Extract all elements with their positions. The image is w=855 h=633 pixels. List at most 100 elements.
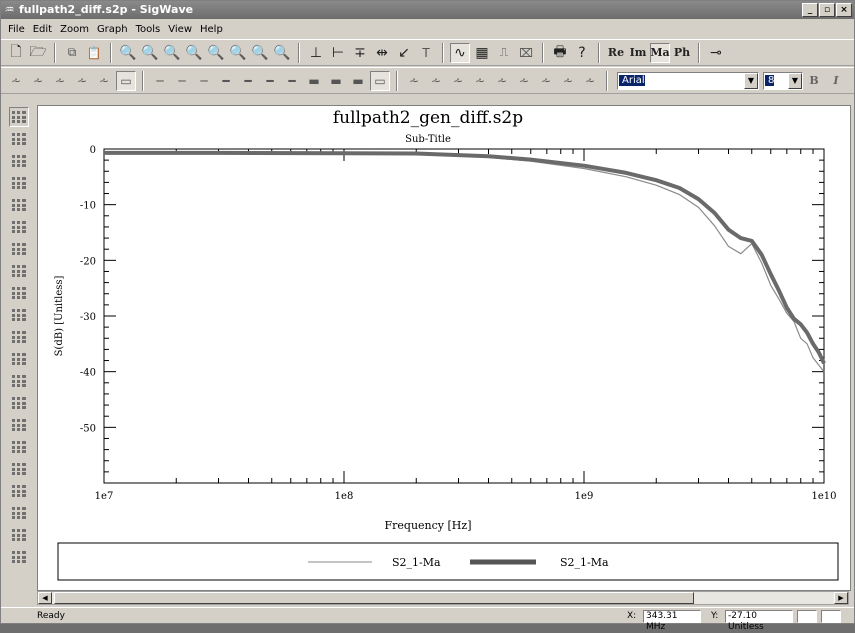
paste-icon[interactable]: 📋 [86, 45, 102, 60]
maximize-button[interactable]: ▫ [819, 3, 835, 17]
chart-area[interactable]: fullpath2_gen_diff.s2p Sub-Title 0 -10 -20… [37, 105, 851, 591]
line-style-1-icon[interactable]: ⩪ [10, 73, 22, 88]
horizontal-scrollbar[interactable]: ◀ ▶ [37, 591, 849, 605]
marker-style-4-icon[interactable]: ⩪ [474, 73, 486, 88]
graph-layout-2-icon[interactable] [9, 129, 29, 149]
graph-layout-13-icon[interactable] [9, 371, 29, 391]
line-style-6-icon[interactable]: ▭ [116, 70, 136, 91]
menu-tools[interactable]: Tools [135, 23, 161, 35]
magnitude-button[interactable]: Ma [650, 42, 670, 63]
line-width-custom-icon[interactable]: ▭ [370, 70, 390, 91]
marker-vertical-icon[interactable]: ∓ [354, 44, 366, 61]
zoom-in-icon[interactable]: 🔍 [141, 44, 159, 61]
graph-layout-14-icon[interactable] [9, 393, 29, 413]
title-bar[interactable]: ♒ fullpath2_diff.s2p - SigWave _ ▫ × [1, 1, 854, 19]
graph-layout-10-icon[interactable] [9, 305, 29, 325]
grid-plot-icon[interactable]: ▦ [475, 44, 489, 61]
graph-layout-17-icon[interactable] [9, 459, 29, 479]
line-width-10-icon[interactable]: ▬ [352, 73, 364, 88]
scroll-left-icon[interactable]: ◀ [38, 592, 52, 604]
zoom-out-y-icon[interactable]: 🔍 [229, 44, 247, 61]
graph-layout-4-icon[interactable] [9, 173, 29, 193]
smith-plot-icon[interactable]: ⌧ [519, 45, 533, 60]
help-icon[interactable]: ? [578, 44, 586, 61]
menu-file[interactable]: File [8, 23, 25, 35]
graph-layout-6-icon[interactable] [9, 217, 29, 237]
line-width-5-icon[interactable]: ━ [244, 73, 252, 88]
graph-layout-18-icon[interactable] [9, 481, 29, 501]
line-plot-icon[interactable]: ∿ [450, 42, 470, 63]
marker-style-7-icon[interactable]: ⩪ [540, 73, 552, 88]
marker-style-3-icon[interactable]: ⩪ [452, 73, 464, 88]
graph-layout-21-icon[interactable] [9, 547, 29, 567]
graph-layout-1-icon[interactable] [9, 107, 29, 127]
graph-layout-12-icon[interactable] [9, 349, 29, 369]
minimize-button[interactable]: _ [802, 3, 818, 17]
bold-button[interactable]: B [809, 74, 819, 87]
line-style-2-icon[interactable]: ⩪ [32, 73, 44, 88]
chevron-down-icon[interactable]: ▼ [744, 72, 758, 89]
font-select[interactable]: Arial ▼ [617, 71, 759, 90]
marker-style-5-icon[interactable]: ⩪ [496, 73, 508, 88]
line-width-8-icon[interactable]: ▬ [308, 73, 320, 88]
zoom-out-icon[interactable]: 🔍 [185, 44, 203, 61]
marker-style-8-icon[interactable]: ⩪ [562, 73, 574, 88]
line-width-4-icon[interactable]: ━ [222, 73, 230, 88]
marker-style-9-icon[interactable]: ⩪ [584, 73, 596, 88]
marker-style-6-icon[interactable]: ⩪ [518, 73, 530, 88]
zoom-icon[interactable]: 🔍 [119, 44, 137, 61]
italic-button[interactable]: I [833, 74, 839, 87]
line-style-4-icon[interactable]: ⩪ [76, 73, 88, 88]
copy-icon[interactable]: ⧉ [67, 45, 77, 59]
line-width-6-icon[interactable]: ━ [266, 73, 274, 88]
plot-area[interactable] [103, 148, 825, 484]
graph-layout-9-icon[interactable] [9, 283, 29, 303]
marker-style-1-icon[interactable]: ⩪ [408, 73, 420, 88]
menu-help[interactable]: Help [200, 23, 223, 35]
marker-left-icon[interactable]: ⊢ [331, 44, 345, 61]
scroll-thumb[interactable] [54, 592, 694, 604]
marker-diagonal-icon[interactable]: ↙ [398, 44, 410, 61]
line-width-7-icon[interactable]: ━ [288, 73, 296, 88]
graph-layout-3-icon[interactable] [9, 151, 29, 171]
line-width-9-icon[interactable]: ▬ [330, 73, 342, 88]
imag-button[interactable]: Im [629, 46, 647, 59]
graph-layout-8-icon[interactable] [9, 261, 29, 281]
open-folder-icon[interactable]: 🗁 [29, 43, 47, 60]
zoom-in-x-icon[interactable]: 🔍 [163, 44, 181, 61]
new-file-icon[interactable]: 🗋 [10, 43, 22, 60]
real-button[interactable]: Re [607, 46, 625, 59]
pin-icon[interactable]: ⊸ [710, 44, 722, 61]
close-button[interactable]: × [836, 3, 852, 17]
chart-svg[interactable]: fullpath2_gen_diff.s2p Sub-Title 0 -10 -20… [38, 106, 850, 590]
line-width-1-icon[interactable]: ─ [156, 73, 164, 88]
menu-view[interactable]: View [168, 23, 192, 35]
marker-style-2-icon[interactable]: ⩪ [430, 73, 442, 88]
chevron-down-icon[interactable]: ▼ [788, 72, 802, 89]
menu-zoom[interactable]: Zoom [60, 23, 89, 35]
scroll-right-icon[interactable]: ▶ [834, 592, 848, 604]
line-style-5-icon[interactable]: ⩪ [98, 73, 110, 88]
graph-layout-7-icon[interactable] [9, 239, 29, 259]
graph-layout-5-icon[interactable] [9, 195, 29, 215]
axis-plot-icon[interactable]: ⎍ [499, 45, 509, 59]
graph-layout-11-icon[interactable] [9, 327, 29, 347]
menu-graph[interactable]: Graph [96, 23, 128, 35]
line-width-3-icon[interactable]: ─ [200, 73, 208, 88]
marker-delta-icon[interactable]: ⇹ [376, 44, 388, 61]
zoom-in-y-icon[interactable]: 🔍 [207, 44, 225, 61]
phase-button[interactable]: Ph [673, 46, 691, 59]
zoom-box-icon[interactable]: 🔍 [251, 44, 269, 61]
menu-edit[interactable]: Edit [32, 23, 53, 35]
graph-layout-16-icon[interactable] [9, 437, 29, 457]
print-icon[interactable]: 🖶 [553, 43, 567, 60]
graph-layout-15-icon[interactable] [9, 415, 29, 435]
graph-layout-20-icon[interactable] [9, 525, 29, 545]
zoom-fit-icon[interactable]: 🔍 [273, 44, 291, 61]
line-style-3-icon[interactable]: ⩪ [54, 73, 66, 88]
size-select[interactable]: 8 ▼ [763, 71, 803, 90]
text-tool-icon[interactable]: T [422, 45, 430, 60]
line-width-2-icon[interactable]: ─ [178, 73, 186, 88]
graph-layout-19-icon[interactable] [9, 503, 29, 523]
marker-bottom-icon[interactable]: ⊥ [309, 44, 323, 61]
